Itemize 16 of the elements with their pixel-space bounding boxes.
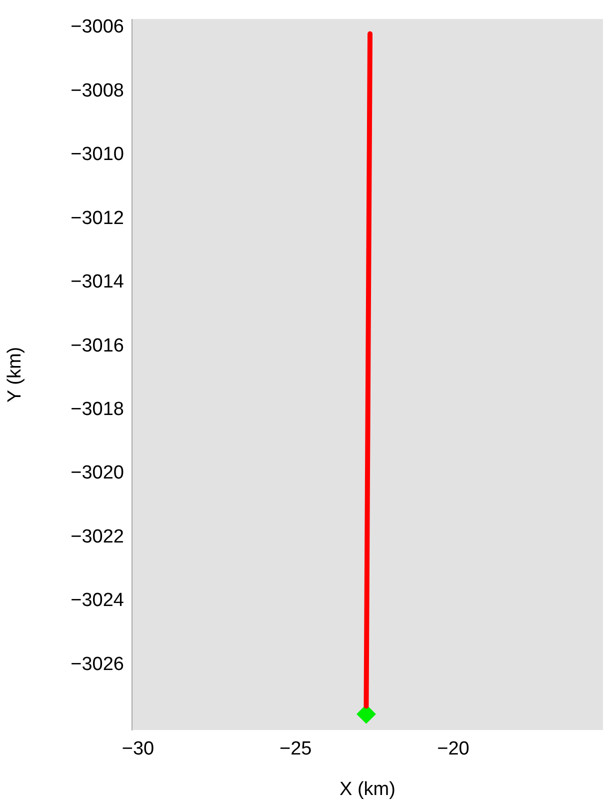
y-tick-label: −3012 — [70, 208, 124, 229]
y-tick-label: −3026 — [70, 654, 124, 675]
y-tick-label: −3024 — [70, 590, 124, 612]
x-axis-title: X (km) — [340, 778, 396, 800]
x-tick-label: −25 — [280, 738, 312, 760]
y-tick-label: −3018 — [70, 398, 124, 420]
y-tick-label: −3020 — [70, 462, 124, 484]
y-axis-title: Y (km) — [4, 346, 26, 402]
y-tick-label: −3008 — [70, 80, 124, 102]
y-tick-label: −3022 — [70, 526, 124, 548]
y-tick-label: −3006 — [70, 16, 124, 38]
x-tick-label: −30 — [122, 738, 154, 760]
y-tick-label: −3010 — [70, 144, 124, 166]
y-tick-label: −3014 — [70, 272, 124, 293]
x-tick-label: −20 — [437, 738, 470, 760]
y-tick-label: −3016 — [70, 335, 124, 356]
